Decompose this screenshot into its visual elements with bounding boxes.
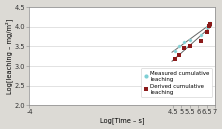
Point bbox=[208, 23, 212, 25]
Point bbox=[208, 22, 212, 24]
Point bbox=[177, 45, 180, 47]
Point bbox=[182, 47, 186, 49]
Point bbox=[206, 31, 209, 33]
Point bbox=[199, 34, 202, 36]
Point bbox=[206, 26, 209, 28]
Point bbox=[173, 58, 176, 60]
Point bbox=[177, 54, 180, 57]
Point bbox=[207, 23, 211, 25]
X-axis label: Log[Time – s]: Log[Time – s] bbox=[100, 117, 145, 124]
Y-axis label: Log[leaching – mg/m²]: Log[leaching – mg/m²] bbox=[5, 19, 13, 94]
Legend: Measured cumulative
leaching, Derived cumulative
leaching: Measured cumulative leaching, Derived cu… bbox=[141, 68, 212, 98]
Point bbox=[199, 40, 202, 42]
Point bbox=[182, 41, 186, 43]
Point bbox=[188, 45, 192, 47]
Point bbox=[188, 39, 192, 41]
Point bbox=[207, 25, 211, 27]
Point bbox=[173, 50, 176, 52]
